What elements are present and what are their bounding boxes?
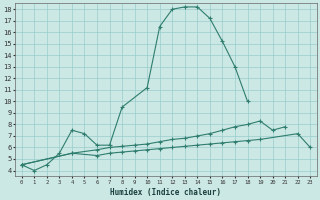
X-axis label: Humidex (Indice chaleur): Humidex (Indice chaleur) [110, 188, 221, 197]
